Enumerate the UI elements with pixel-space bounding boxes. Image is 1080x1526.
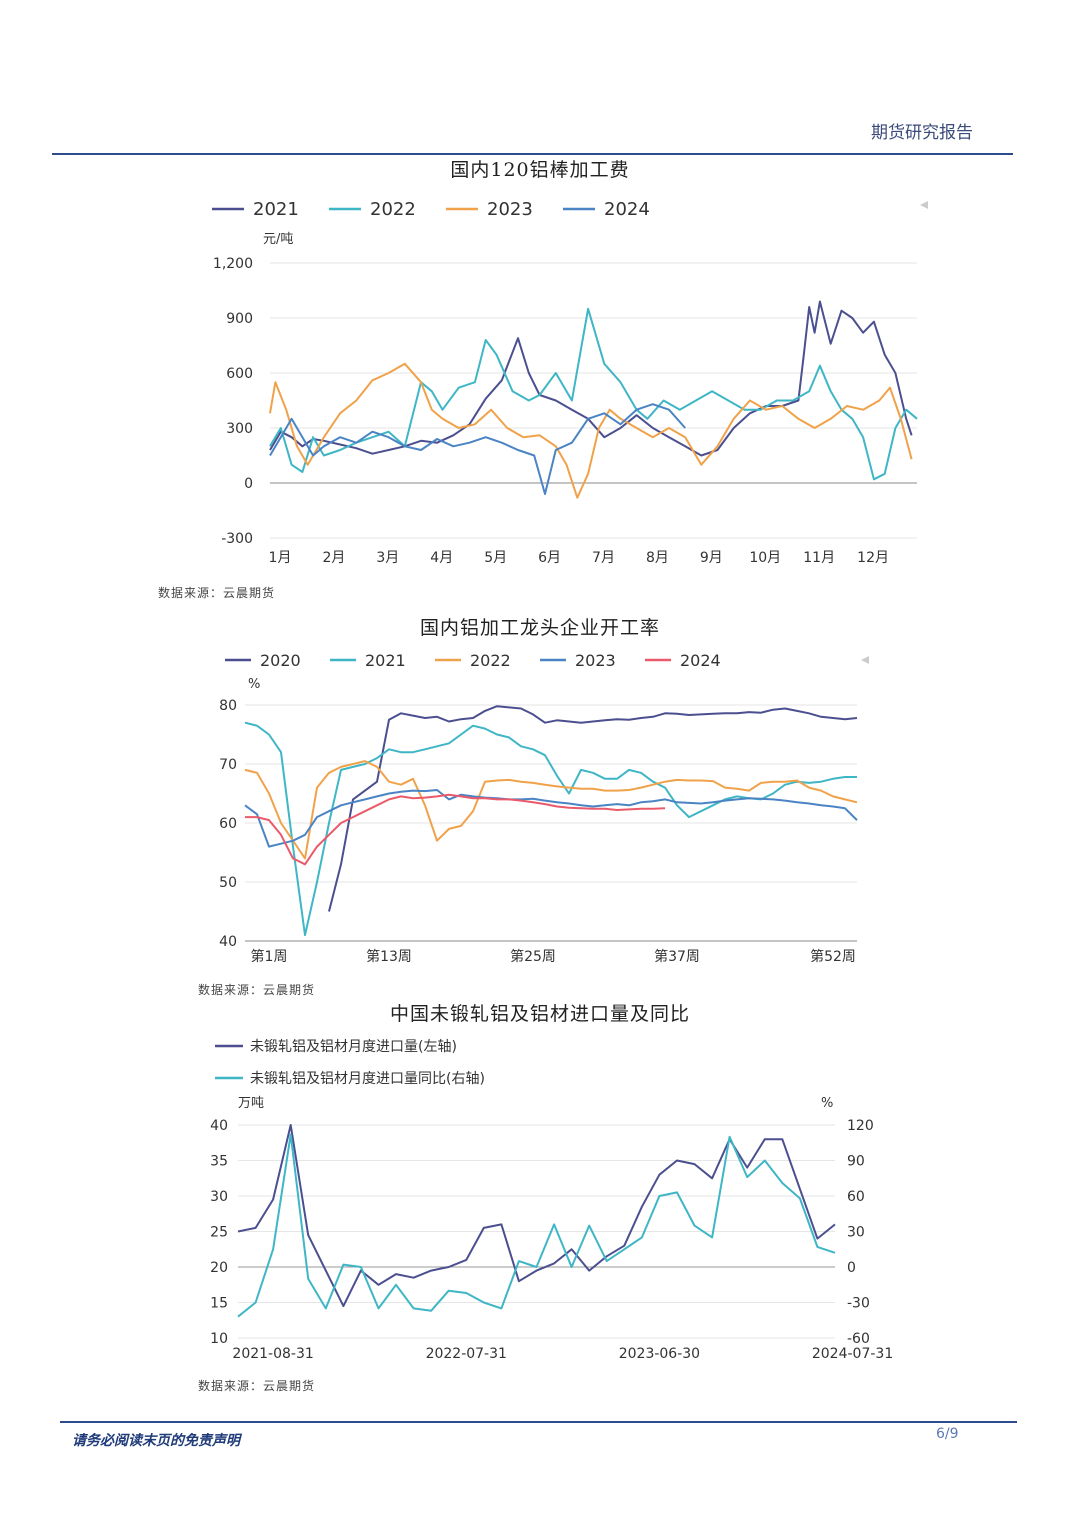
chart3-legend-label: 未锻轧铝及铝材月度进口量(左轴) [250, 1039, 457, 1055]
chart2-legend-label: 2023 [575, 651, 616, 670]
chart1-series-line-2022 [269, 307, 918, 481]
chart2-y-tick: 70 [219, 757, 237, 773]
chart2-y-tick: 40 [219, 934, 237, 950]
chart1-x-tick: 12月 [857, 550, 889, 566]
chart2-y-unit: % [248, 677, 260, 692]
chart2-series-line-2023 [244, 789, 858, 848]
chart3-x-tick: 2022-07-31 [426, 1346, 507, 1362]
chart1-legend-label: 2023 [487, 199, 533, 220]
chart1-y-tick: 1,200 [213, 256, 253, 272]
chart3-series-line-2 [237, 1133, 836, 1318]
chart2-x-tick: 第1周 [251, 948, 288, 965]
chart2-source: 数据来源：云晨期货 [198, 983, 316, 997]
chart1-series-line-2023 [269, 362, 913, 499]
chart3-y-left-tick: 25 [210, 1225, 228, 1241]
chart2-legend-scroll-icon[interactable] [861, 656, 869, 664]
chart2-x-tick: 第37周 [654, 948, 700, 965]
chart3-x-tick: 2021-08-31 [232, 1346, 313, 1362]
chart1-x-tick: 11月 [803, 550, 835, 566]
chart2-y-tick: 60 [219, 816, 237, 832]
chart3-y-left-tick: 35 [210, 1154, 228, 1170]
chart1-y-tick: -300 [221, 531, 253, 547]
chart3-y-right-tick: 120 [847, 1118, 874, 1134]
chart3-y-right-tick: -60 [847, 1331, 870, 1347]
footer-divider [60, 1421, 1017, 1423]
chart3-y-left-tick: 40 [210, 1118, 228, 1134]
chart1-series-line-2021 [269, 300, 913, 457]
chart1-x-tick: 3月 [376, 550, 399, 566]
chart3-y-right-tick: 90 [847, 1154, 865, 1170]
chart1-y-tick: 600 [226, 366, 253, 382]
chart3-y-right-tick: 0 [847, 1260, 856, 1276]
report-header-title: 期货研究报告 [871, 123, 973, 143]
chart1-title: 国内120铝棒加工费 [450, 159, 630, 181]
chart3-title: 中国未锻轧铝及铝材进口量及同比 [389, 1003, 691, 1025]
chart3-svg: 10 15 20 25 30 35 40 -60 -30 0 30 60 90 120 万吨 % 2021-08… [210, 1039, 893, 1362]
chart2-legend-label: 2020 [260, 651, 301, 670]
chart2-x-tick: 第52周 [810, 948, 856, 965]
chart3-y-right-tick: -30 [847, 1296, 870, 1312]
chart1-y-tick: 0 [244, 476, 253, 492]
chart2-series-line-2020 [328, 705, 858, 912]
chart2-x-tick: 第25周 [510, 948, 556, 965]
chart1-legend-label: 2021 [253, 199, 299, 220]
chart1-x-tick: 9月 [700, 550, 723, 566]
chart3-y-right-tick: 60 [847, 1189, 865, 1205]
chart1-source: 数据来源：云晨期货 [158, 586, 276, 600]
chart2-title: 国内铝加工龙头企业开工率 [419, 617, 661, 639]
chart2-legend-label: 2024 [680, 651, 721, 670]
chart1-x-tick: 6月 [538, 550, 561, 566]
chart1-x-tick: 4月 [430, 550, 453, 566]
chart3-legend-label: 未锻轧铝及铝材月度进口量同比(右轴) [250, 1071, 485, 1087]
chart3-source: 数据来源：云晨期货 [198, 1379, 316, 1393]
chart2-series-line-2021 [244, 721, 857, 937]
chart1-y-tick: 900 [226, 311, 253, 327]
chart1-legend-label: 2024 [604, 199, 650, 220]
chart3-y-right-unit: % [821, 1096, 833, 1111]
footer-disclaimer[interactable]: 请务必阅读末页的免责声明 [72, 1433, 240, 1449]
chart1-legend-label: 2022 [370, 199, 416, 220]
chart1-x-tick: 1月 [269, 550, 292, 566]
chart1-y-tick: 300 [226, 421, 253, 437]
chart1-y-unit: 元/吨 [263, 232, 293, 247]
chart2-legend-label: 2021 [365, 651, 406, 670]
chart2-x-tick: 第13周 [366, 948, 412, 965]
chart3-y-left-tick: 20 [210, 1260, 228, 1276]
chart3-x-tick: 2024-07-31 [812, 1346, 893, 1362]
chart1-x-tick: 8月 [646, 550, 669, 566]
page-number: 6/9 [936, 1426, 959, 1442]
chart3-y-left-tick: 10 [210, 1331, 228, 1347]
chart2-legend-label: 2022 [470, 651, 511, 670]
chart3-y-left-tick: 30 [210, 1189, 228, 1205]
header-divider [52, 153, 1013, 155]
chart3-y-left-unit: 万吨 [238, 1096, 264, 1111]
chart3-y-right-tick: 30 [847, 1225, 865, 1241]
chart2-series-line-2024 [245, 793, 666, 866]
chart3-y-left-tick: 15 [210, 1296, 228, 1312]
chart1-x-tick: 2月 [322, 550, 345, 566]
chart2-y-tick: 50 [219, 875, 237, 891]
chart1-x-tick: 10月 [749, 550, 781, 566]
chart1-x-tick: 7月 [592, 550, 615, 566]
chart2-series-line-2022 [244, 760, 858, 860]
chart1-legend-scroll-icon[interactable] [920, 201, 928, 209]
chart3-x-tick: 2023-06-30 [619, 1346, 700, 1362]
chart2-svg: 40 50 60 70 80% 第1周 第13周 第25周 第37周 第52周 2020 2021 20… [219, 651, 869, 965]
chart1-x-tick: 5月 [484, 550, 507, 566]
chart3-series-line-1 [237, 1124, 836, 1308]
chart2-y-tick: 80 [219, 698, 237, 714]
chart1-series-line-2024 [269, 403, 686, 495]
chart1-svg: -300 0 300 600 900 1,200 元/吨 1月 2月 3月 4月 5月 6月 7月 8月 9月… [212, 199, 928, 566]
